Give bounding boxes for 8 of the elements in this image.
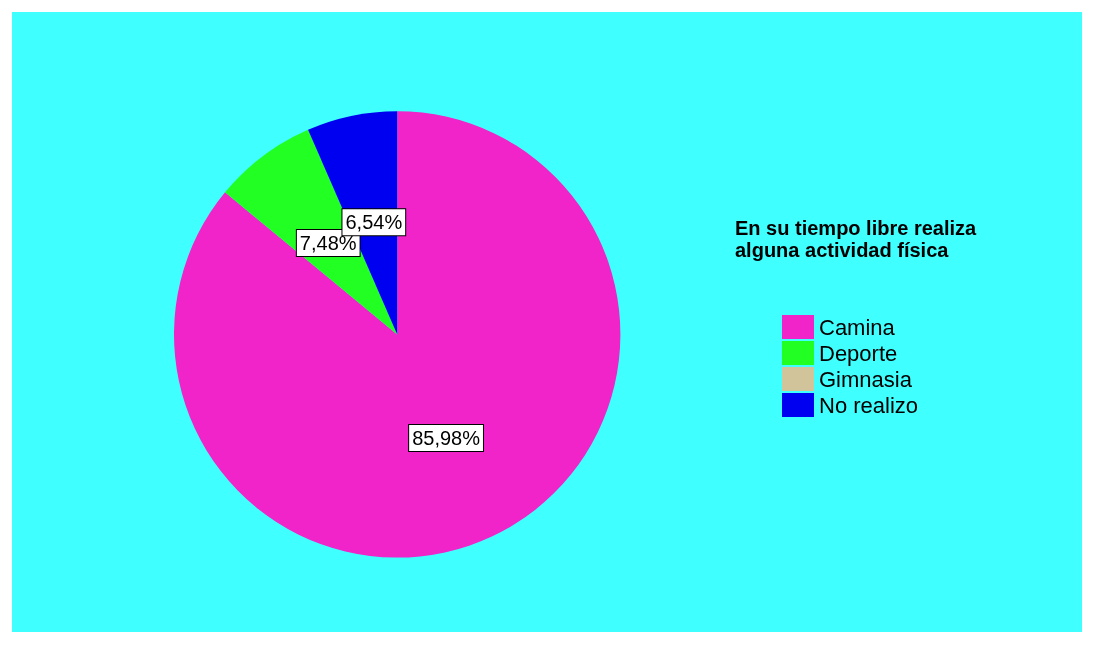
data-label: 6,54% [345,211,403,234]
data-label: 7,48% [299,231,357,254]
legend-label: Deporte [819,340,898,366]
legend-title: En su tiempo libre realiza alguna actividad física [735,217,982,261]
legend-label: Gimnasia [819,366,913,392]
legend-label: Camina [819,314,896,340]
data-label: 85,98% [412,427,481,450]
legend-label: No realizo [819,392,919,418]
